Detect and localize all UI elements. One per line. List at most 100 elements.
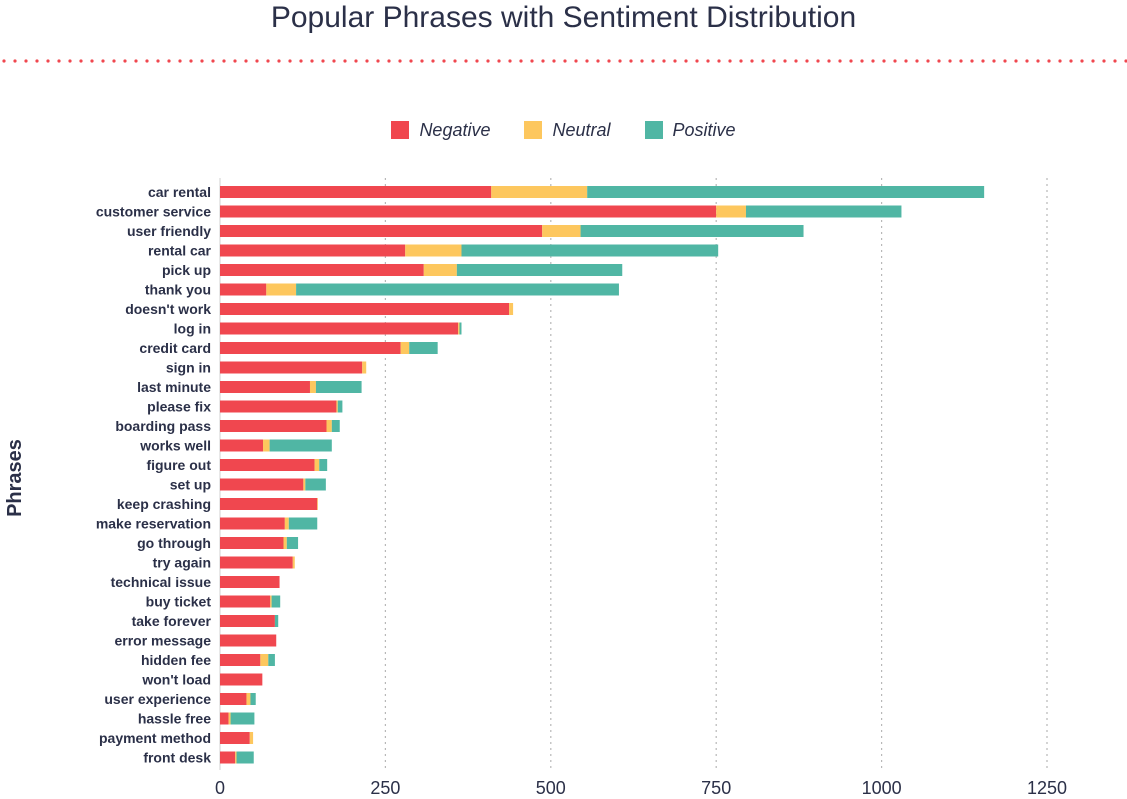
divider-dot	[189, 59, 193, 63]
bar-segment-positive	[461, 244, 719, 257]
divider-dot	[915, 59, 919, 63]
divider-dot	[1014, 59, 1018, 63]
divider-dot	[662, 59, 666, 63]
divider-dot	[35, 59, 39, 63]
bar-segment-neutral	[249, 732, 254, 744]
bar-segment-negative	[220, 654, 261, 666]
divider-dot	[508, 59, 512, 63]
divider-dot	[68, 59, 72, 63]
divider-dot	[651, 59, 655, 63]
bar-segment-negative	[220, 517, 285, 530]
divider-dot	[1036, 59, 1040, 63]
bar-segment-neutral	[314, 459, 320, 471]
bar-segment-neutral	[362, 361, 367, 374]
bar-segment-positive	[580, 225, 804, 237]
divider-dot	[904, 59, 908, 63]
divider-dot	[343, 59, 347, 63]
bar-segment-neutral	[283, 537, 287, 549]
legend-item-positive[interactable]: Positive	[644, 119, 736, 141]
category-label: take forever	[132, 613, 212, 629]
divider-dot	[354, 59, 358, 63]
divider-dot	[1113, 59, 1117, 63]
divider-dot	[310, 59, 314, 63]
divider-dot	[1047, 59, 1051, 63]
bar-segment-positive	[305, 478, 326, 491]
bar-segment-neutral	[326, 420, 332, 432]
bar-segment-negative	[220, 634, 277, 647]
divider-dot	[761, 59, 765, 63]
bar-segment-positive	[268, 654, 275, 666]
divider-dot	[563, 59, 567, 63]
divider-dot	[398, 59, 402, 63]
bar-segment-negative	[220, 361, 363, 374]
bar-segment-positive	[745, 205, 902, 218]
legend-swatch	[524, 121, 543, 139]
divider-dot	[1124, 59, 1127, 63]
divider-dot	[871, 59, 875, 63]
divider-dot	[57, 59, 61, 63]
bar-segment-positive	[271, 595, 281, 608]
divider-dot	[585, 59, 589, 63]
category-label: car rental	[148, 184, 211, 200]
bar-segment-negative	[220, 244, 406, 257]
divider-dot	[827, 59, 831, 63]
legend-label: Neutral	[552, 119, 611, 140]
divider-dot	[607, 59, 611, 63]
divider-dot	[684, 59, 688, 63]
bar-segment-positive	[315, 381, 362, 393]
divider-dot	[266, 59, 270, 63]
bar-segment-negative	[220, 342, 401, 354]
bar-segment-positive	[456, 264, 623, 276]
bar-segment-neutral	[309, 381, 316, 393]
category-label: sign in	[166, 360, 211, 376]
divider-dot	[1069, 59, 1073, 63]
x-tick-label: 0	[215, 778, 225, 798]
bar-segment-negative	[220, 186, 492, 198]
divider-dot	[541, 59, 545, 63]
x-tick-label: 500	[536, 778, 566, 798]
category-label: keep crashing	[117, 496, 211, 512]
legend-swatch	[391, 121, 410, 139]
divider-dot	[123, 59, 127, 63]
divider-dot	[860, 59, 864, 63]
category-label: figure out	[146, 457, 211, 473]
divider-dot	[695, 59, 699, 63]
category-label: customer service	[96, 204, 211, 220]
bar-segment-negative	[220, 576, 280, 588]
divider-dot	[750, 59, 754, 63]
divider-dot	[200, 59, 204, 63]
bar-segment-positive	[587, 186, 985, 198]
bar-segment-negative	[220, 478, 304, 491]
category-label: credit card	[139, 340, 211, 356]
bar-segment-negative	[220, 556, 293, 569]
divider-dot	[1102, 59, 1106, 63]
bar-segment-negative	[220, 459, 315, 471]
divider-dot	[332, 59, 336, 63]
divider-dot	[156, 59, 160, 63]
x-tick-label: 1250	[1027, 778, 1067, 798]
divider-dot	[574, 59, 578, 63]
legend-item-negative[interactable]: Negative	[391, 120, 490, 141]
divider-dot	[178, 59, 182, 63]
bar-segment-negative	[220, 322, 459, 335]
category-label: payment method	[99, 730, 211, 746]
bar-segment-neutral	[263, 439, 270, 452]
bar-segment-positive	[274, 615, 279, 627]
bar-segment-neutral	[303, 478, 306, 491]
bar-segment-neutral	[260, 654, 269, 666]
legend-label: Positive	[672, 119, 736, 140]
category-label: rental car	[148, 243, 212, 259]
divider-dot	[893, 59, 897, 63]
x-tick-label: 1000	[862, 778, 902, 798]
divider-dot	[596, 59, 600, 63]
bar-segment-neutral	[491, 186, 588, 198]
bar-segment-neutral	[509, 303, 514, 315]
divider-dot	[794, 59, 798, 63]
divider-dot	[530, 59, 534, 63]
bar-segment-negative	[220, 537, 284, 549]
legend-item-neutral[interactable]: Neutral	[524, 119, 611, 141]
bar-segment-negative	[220, 283, 267, 296]
bar-segment-positive	[296, 283, 619, 296]
bar-segment-positive	[269, 439, 332, 452]
